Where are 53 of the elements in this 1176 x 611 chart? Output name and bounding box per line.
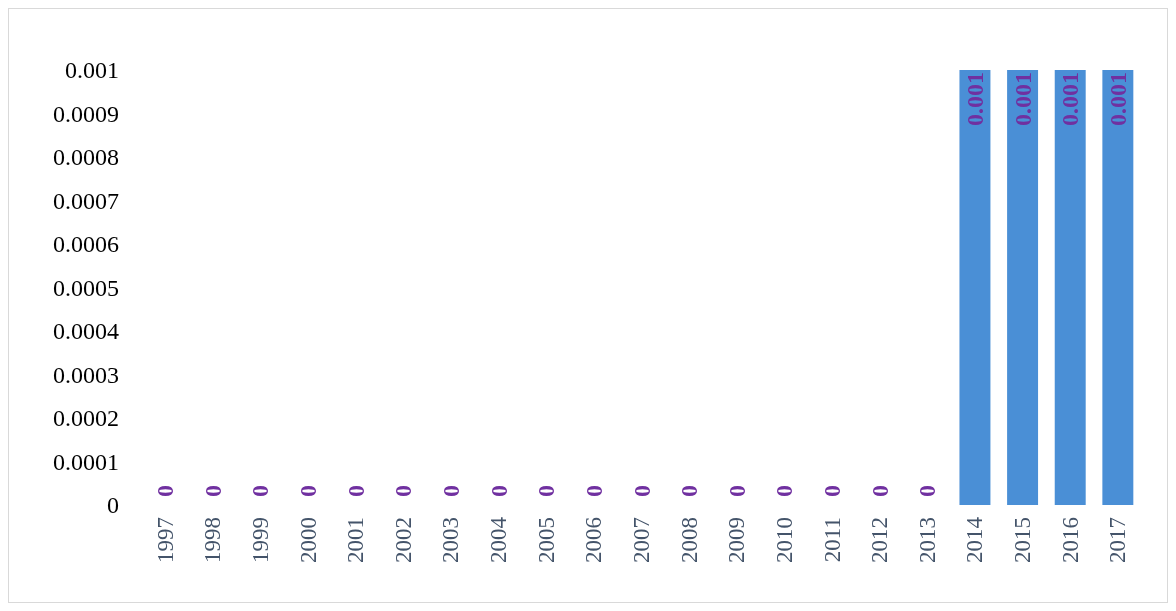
x-tick-label: 2014: [962, 516, 988, 563]
x-tick-label: 1999: [247, 517, 273, 563]
data-label: 0: [390, 485, 417, 497]
y-tick-label: 0.0009: [53, 100, 119, 127]
data-label: 0: [819, 485, 846, 497]
y-tick-label: 0.0003: [53, 361, 119, 388]
x-tick-label: 2008: [676, 517, 702, 563]
data-label: 0: [723, 485, 750, 497]
x-tick-label: 2007: [629, 517, 654, 563]
x-tick-label: 1998: [200, 517, 226, 563]
x-tick-label: 2011: [819, 517, 845, 563]
data-label: 0: [485, 485, 512, 497]
data-label: 0.001: [1104, 72, 1131, 126]
data-label: 0: [866, 485, 893, 497]
data-label: 0: [247, 485, 274, 497]
data-label: 0: [676, 485, 703, 497]
data-label: 0: [628, 485, 655, 497]
data-label: 0: [580, 485, 607, 497]
data-label: 0.001: [961, 72, 988, 126]
y-tick-label: 0.001: [65, 57, 119, 83]
data-label: 0.001: [1057, 72, 1084, 126]
x-tick-label: 2016: [1057, 517, 1083, 563]
x-tick-label: 2001: [343, 517, 369, 563]
x-tick-label: 2004: [486, 516, 512, 563]
y-tick-label: 0.0007: [53, 187, 119, 214]
x-tick-label: 2012: [867, 517, 893, 563]
data-label: 0.001: [1009, 72, 1036, 126]
x-tick-label: 2009: [724, 517, 750, 563]
y-tick-label: 0: [107, 492, 119, 518]
data-label: 0: [533, 485, 560, 497]
x-tick-label: 2002: [390, 517, 416, 563]
data-label: 0: [771, 485, 798, 497]
y-tick-label: 0.0008: [53, 144, 119, 170]
y-tick-label: 0.0004: [53, 318, 119, 344]
data-label: 0: [914, 485, 941, 497]
data-label: 0: [199, 485, 226, 497]
data-label: 0: [152, 485, 179, 497]
data-label: 0: [437, 485, 464, 497]
x-tick-label: 2003: [438, 517, 464, 563]
data-label: 0: [295, 485, 322, 497]
x-tick-label: 2017: [1105, 517, 1131, 563]
x-tick-label: 1997: [152, 517, 178, 563]
y-tick-label: 0.0005: [53, 274, 119, 301]
data-label: 0: [342, 485, 369, 497]
x-tick-label: 2013: [914, 517, 940, 563]
y-tick-label: 0.0002: [53, 405, 119, 431]
x-tick-label: 2000: [295, 517, 321, 563]
x-tick-label: 2015: [1010, 517, 1036, 563]
y-tick-label: 0.0001: [53, 448, 119, 475]
x-tick-label: 2010: [771, 517, 797, 563]
x-tick-label: 2006: [581, 517, 607, 563]
x-tick-label: 2005: [533, 517, 559, 563]
y-tick-label: 0.0006: [53, 231, 119, 257]
